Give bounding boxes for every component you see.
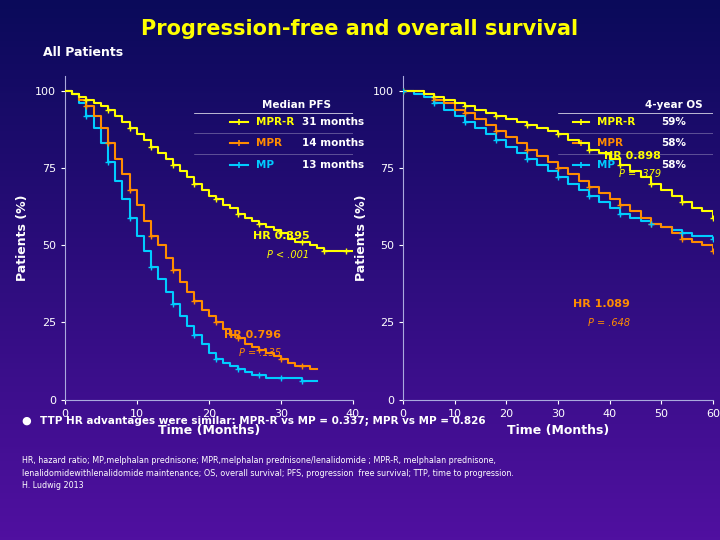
Y-axis label: Patients (%): Patients (%) [355, 194, 368, 281]
Text: 14 months: 14 months [302, 138, 364, 149]
Text: 31 months: 31 months [302, 117, 364, 127]
Text: MP: MP [597, 160, 615, 170]
Text: MP: MP [256, 160, 274, 170]
Text: HR 0.898: HR 0.898 [604, 151, 661, 161]
Text: Progression-free and overall survival: Progression-free and overall survival [141, 19, 579, 39]
Text: 59%: 59% [661, 117, 686, 127]
Text: All Patients: All Patients [43, 46, 123, 59]
Text: P = .648: P = .648 [588, 318, 630, 328]
Text: HR 0.395: HR 0.395 [253, 231, 310, 241]
Text: MPR: MPR [597, 138, 623, 149]
Text: 58%: 58% [661, 138, 686, 149]
Text: MPR: MPR [256, 138, 282, 149]
Text: 13 months: 13 months [302, 160, 364, 170]
Text: TTP HR advantages were similar: MPR-R vs MP = 0.337; MPR vs MP = 0.826: TTP HR advantages were similar: MPR-R vs… [40, 416, 485, 426]
Text: MPR-R: MPR-R [597, 117, 635, 127]
Text: P < .001: P < .001 [267, 249, 310, 260]
Text: P = .135: P = .135 [238, 348, 281, 359]
Text: P = .379: P = .379 [619, 170, 661, 179]
Text: HR 0.796: HR 0.796 [224, 330, 281, 340]
Y-axis label: Patients (%): Patients (%) [17, 194, 30, 281]
Text: Median PFS: Median PFS [262, 100, 331, 110]
Text: 58%: 58% [661, 160, 686, 170]
Text: 4-year OS: 4-year OS [645, 100, 703, 110]
Text: HR 1.089: HR 1.089 [573, 299, 630, 309]
X-axis label: Time (Months): Time (Months) [507, 424, 609, 437]
Text: HR, hazard ratio; MP,melphalan prednisone; MPR,melphalan prednisone/lenalidomide: HR, hazard ratio; MP,melphalan prednison… [22, 456, 513, 490]
X-axis label: Time (Months): Time (Months) [158, 424, 260, 437]
Text: MPR-R: MPR-R [256, 117, 294, 127]
Text: ●: ● [22, 416, 32, 426]
